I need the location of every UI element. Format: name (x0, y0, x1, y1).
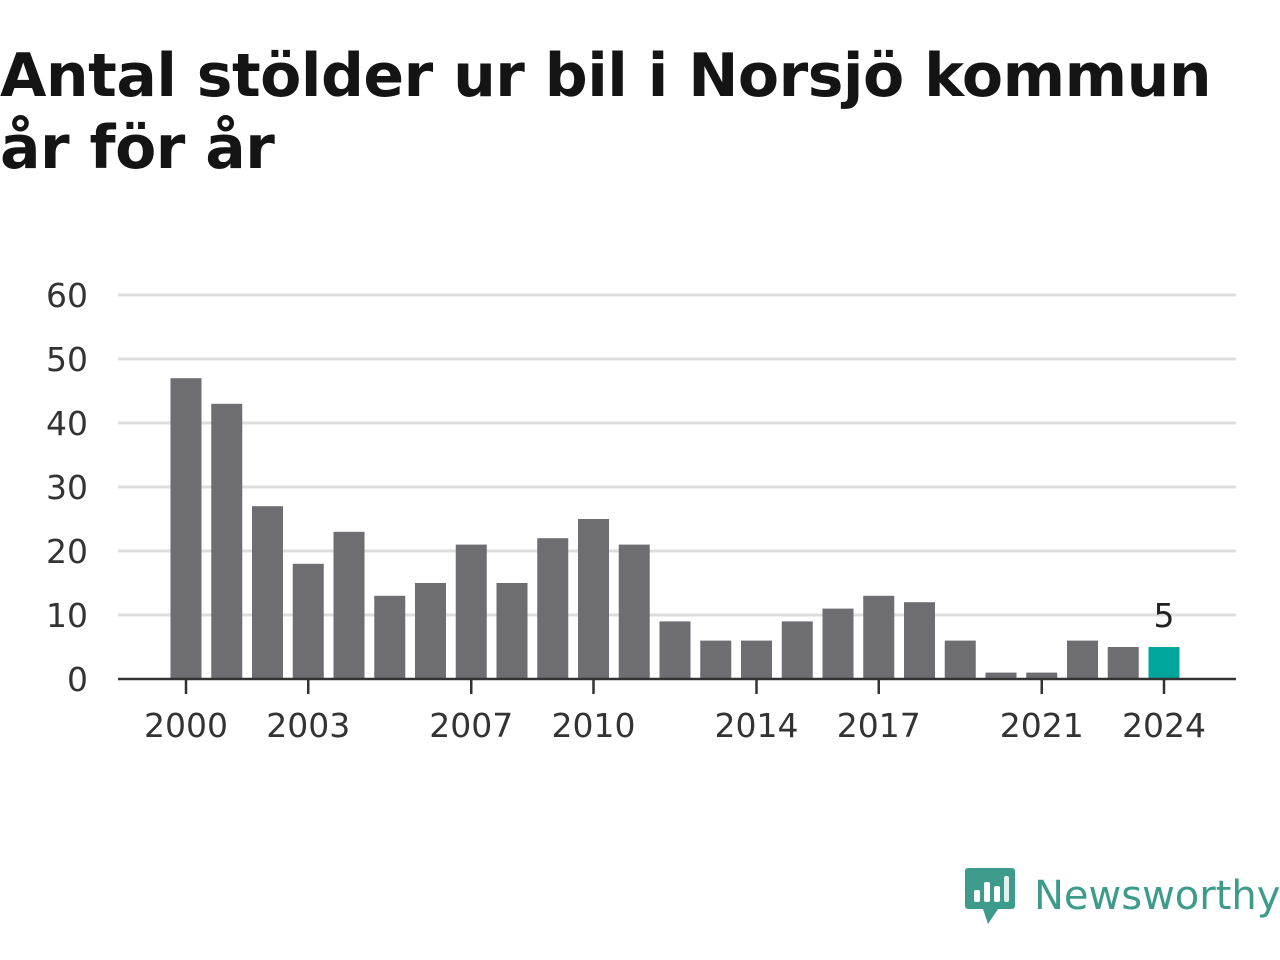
grid-lines (118, 293, 1236, 617)
bar-2013 (700, 640, 732, 679)
chart-title: Antal stölder ur bil i Norsjö kommun år … (0, 41, 1212, 183)
bars (170, 378, 1180, 679)
bar-2023 (1107, 647, 1139, 679)
bar-2014 (741, 640, 772, 679)
data-label: 5 (1154, 596, 1175, 635)
bar-2017 (863, 595, 895, 679)
bar-2022 (1067, 640, 1098, 679)
x-tick-label: 2024 (1122, 706, 1206, 745)
bar-2005 (374, 595, 406, 679)
bar-2006 (415, 583, 446, 679)
y-tick-label: 10 (46, 596, 88, 635)
y-tick-label: 20 (46, 532, 88, 571)
x-tick-label: 2014 (715, 706, 799, 745)
x-tick-label: 2010 (552, 706, 636, 745)
y-tick-label: 50 (46, 340, 88, 379)
x-tick-label: 2003 (266, 706, 350, 745)
newsworthy-logo-icon (965, 868, 1015, 924)
bar-2012 (659, 621, 691, 679)
bar-2004 (333, 531, 365, 679)
y-tick-label: 40 (46, 404, 88, 443)
brand-name: Newsworthy (1034, 873, 1280, 919)
y-tick-label: 60 (46, 276, 88, 315)
bar-2001 (211, 403, 243, 679)
bar-2002 (252, 506, 283, 679)
bar-2011 (618, 544, 650, 679)
bar-2007 (455, 544, 487, 679)
x-tick-label: 2007 (429, 706, 513, 745)
bar-2016 (822, 608, 854, 679)
bar-2000 (170, 378, 202, 679)
bar-2008 (496, 583, 528, 679)
y-tick-label: 0 (67, 660, 88, 699)
x-tick-label: 2021 (1000, 706, 1084, 745)
brand: Newsworthy (964, 866, 1280, 926)
x-tick-label: 2000 (144, 706, 228, 745)
x-axis (118, 677, 1236, 694)
y-tick-label: 30 (46, 468, 88, 507)
x-tick-label: 2017 (837, 706, 921, 745)
bar-2003 (292, 563, 324, 679)
bar-2024 (1148, 647, 1180, 679)
bar-2015 (781, 621, 813, 679)
bar-2010 (578, 519, 609, 679)
bar-2019 (944, 640, 976, 679)
bar-2018 (904, 602, 935, 679)
tick-labels: 0 10 20 30 40 50 60 2000 2003 2007 2010 2014 2017 202… (46, 276, 1206, 745)
bar-2021 (1026, 672, 1058, 679)
bar-2020 (985, 672, 1017, 679)
bar-2009 (537, 538, 569, 679)
